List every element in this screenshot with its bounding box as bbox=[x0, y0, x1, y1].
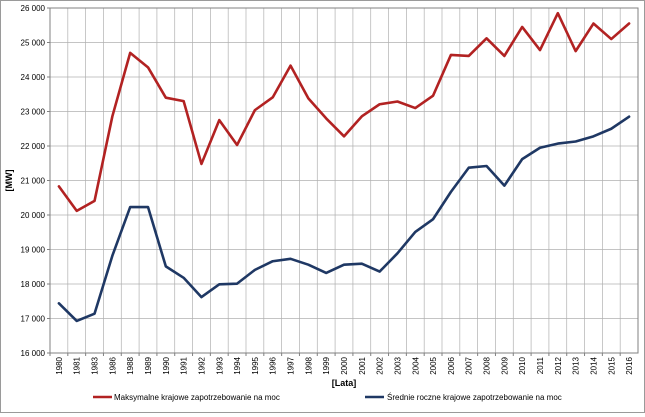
x-axis-ticks: 1980 1981 1983 1986 1988 1989 1990 1991 1992 1993… bbox=[49, 353, 634, 375]
series-line-0 bbox=[57, 11, 631, 213]
x-tick-label: 2005 bbox=[429, 356, 438, 374]
x-tick-label: 2011 bbox=[536, 356, 545, 374]
x-tick-label: 1980 bbox=[55, 356, 64, 374]
x-axis-title: [Lata] bbox=[332, 378, 357, 388]
x-tick-label: 2009 bbox=[500, 356, 509, 374]
x-tick-label: 2013 bbox=[572, 356, 581, 374]
x-tick-label: 1994 bbox=[233, 356, 242, 374]
x-tick-label: 2003 bbox=[393, 356, 402, 374]
y-tick-label: 24 000 bbox=[21, 73, 46, 82]
legend-label-max: Maksymalne krajowe zapotrzebowanie na mo… bbox=[114, 393, 280, 402]
x-tick-label: 1991 bbox=[180, 356, 189, 374]
x-tick-label: 2000 bbox=[340, 356, 349, 374]
y-tick-label: 16 000 bbox=[21, 349, 46, 358]
x-tick-label: 1983 bbox=[91, 356, 100, 374]
y-tick-label: 25 000 bbox=[21, 39, 46, 48]
x-tick-label: 2010 bbox=[518, 356, 527, 374]
legend: Maksymalne krajowe zapotrzebowanie na mo… bbox=[93, 393, 562, 402]
y-tick-label: 18 000 bbox=[21, 280, 46, 289]
x-tick-label: 1996 bbox=[269, 356, 278, 374]
x-tick-label: 1981 bbox=[73, 356, 82, 374]
y-axis-title: [MW] bbox=[4, 170, 14, 192]
x-tick-label: 1990 bbox=[162, 356, 171, 374]
y-axis-ticks: 16 000 17 000 18 000 19 000 20 000 21 000 22 0… bbox=[21, 4, 50, 358]
plot-area-border bbox=[49, 7, 639, 354]
x-tick-label: 2014 bbox=[589, 356, 598, 374]
y-tick-label: 26 000 bbox=[21, 4, 46, 13]
x-tick-label: 2001 bbox=[358, 356, 367, 374]
x-tick-label: 2008 bbox=[483, 356, 492, 374]
x-tick-label: 1992 bbox=[197, 356, 206, 374]
series-lines bbox=[57, 11, 631, 323]
x-tick-label: 2016 bbox=[625, 356, 634, 374]
y-tick-label: 17 000 bbox=[21, 315, 46, 324]
x-tick-label: 1995 bbox=[251, 356, 260, 374]
x-tick-label: 2015 bbox=[607, 356, 616, 374]
y-tick-label: 22 000 bbox=[21, 142, 46, 151]
x-tick-label: 1997 bbox=[287, 356, 296, 374]
series-line-1 bbox=[57, 115, 631, 323]
y-tick-label: 20 000 bbox=[21, 211, 46, 220]
x-tick-label: 1993 bbox=[215, 356, 224, 374]
x-tick-label: 2006 bbox=[447, 356, 456, 374]
x-tick-label: 1988 bbox=[126, 356, 135, 374]
y-tick-label: 19 000 bbox=[21, 246, 46, 255]
x-tick-label: 2002 bbox=[376, 356, 385, 374]
y-tick-label: 23 000 bbox=[21, 108, 46, 117]
y-tick-label: 21 000 bbox=[21, 177, 46, 186]
x-tick-label: 1999 bbox=[322, 356, 331, 374]
x-tick-label: 2004 bbox=[411, 356, 420, 374]
legend-label-avg: Średnie roczne krajowe zapotrzebowanie n… bbox=[387, 393, 562, 402]
x-tick-label: 1986 bbox=[108, 356, 117, 374]
x-tick-label: 1989 bbox=[144, 356, 153, 374]
x-tick-label: 1998 bbox=[304, 356, 313, 374]
x-tick-label: 2007 bbox=[465, 356, 474, 374]
x-tick-label: 2012 bbox=[554, 356, 563, 374]
